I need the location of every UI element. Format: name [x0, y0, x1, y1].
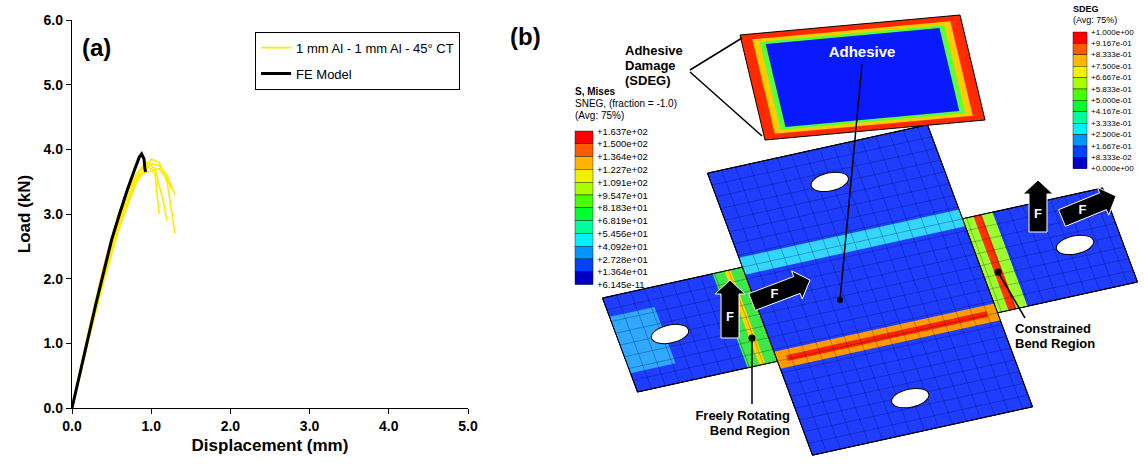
svg-text:+1.500e+02: +1.500e+02 [597, 138, 648, 149]
svg-text:4.0: 4.0 [379, 418, 399, 434]
svg-text:6.0: 6.0 [44, 12, 64, 28]
svg-text:+2.500e-01: +2.500e-01 [1091, 130, 1132, 139]
svg-text:+5.000e-01: +5.000e-01 [1091, 96, 1132, 105]
svg-text:S, Mises: S, Mises [575, 86, 615, 97]
svg-text:+5.456e+01: +5.456e+01 [597, 228, 648, 239]
svg-text:+1.364e+02: +1.364e+02 [597, 151, 648, 162]
svg-text:1 mm Al - 1 mm Al - 45° CT: 1 mm Al - 1 mm Al - 45° CT [296, 41, 454, 56]
svg-text:+0.000e+00: +0.000e+00 [1091, 164, 1134, 173]
svg-text:(b): (b) [510, 23, 541, 50]
svg-text:+1.000e+00: +1.000e+00 [1091, 28, 1134, 37]
svg-text:+8.183e+01: +8.183e+01 [597, 202, 648, 213]
svg-text:+8.333e-02: +8.333e-02 [1091, 153, 1132, 162]
svg-text:0.0: 0.0 [44, 400, 64, 416]
svg-text:3.0: 3.0 [300, 418, 320, 434]
svg-text:+4.167e-01: +4.167e-01 [1091, 107, 1132, 116]
svg-text:+8.333e-01: +8.333e-01 [1091, 50, 1132, 59]
svg-text:Adhesive: Adhesive [625, 43, 683, 58]
svg-text:0.0: 0.0 [62, 418, 82, 434]
svg-text:+6.145e-11: +6.145e-11 [597, 279, 645, 290]
svg-text:Constrained: Constrained [1015, 321, 1091, 336]
svg-text:2.0: 2.0 [44, 271, 64, 287]
svg-text:+1.637e+02: +1.637e+02 [597, 126, 648, 137]
svg-text:Bend Region: Bend Region [1015, 336, 1095, 351]
svg-text:F: F [770, 286, 778, 301]
svg-text:+1.364e+01: +1.364e+01 [597, 266, 648, 277]
svg-text:+3.333e-01: +3.333e-01 [1091, 119, 1132, 128]
svg-text:+1.667e-01: +1.667e-01 [1091, 142, 1132, 151]
svg-text:SNEG, (fraction = -1.0): SNEG, (fraction = -1.0) [575, 98, 677, 109]
svg-text:F: F [726, 309, 734, 324]
svg-text:Adhesive: Adhesive [829, 43, 896, 60]
svg-text:+4.092e+01: +4.092e+01 [597, 241, 648, 252]
svg-text:Displacement (mm): Displacement (mm) [192, 436, 349, 455]
svg-text:5.0: 5.0 [44, 77, 64, 93]
svg-text:(Avg: 75%): (Avg: 75%) [1073, 15, 1117, 25]
svg-text:F: F [1079, 202, 1087, 217]
svg-text:+6.819e+01: +6.819e+01 [597, 215, 648, 226]
svg-text:(a): (a) [82, 34, 111, 61]
svg-text:+7.500e-01: +7.500e-01 [1091, 62, 1132, 71]
svg-text:+9.167e-01: +9.167e-01 [1091, 39, 1132, 48]
svg-text:+2.728e+01: +2.728e+01 [597, 254, 648, 265]
svg-text:Bend Region: Bend Region [710, 423, 790, 438]
svg-text:4.0: 4.0 [44, 141, 64, 157]
svg-text:Load (kN): Load (kN) [15, 175, 34, 253]
svg-text:+9.547e+01: +9.547e+01 [597, 190, 648, 201]
svg-text:F: F [1034, 206, 1042, 221]
svg-text:+1.091e+02: +1.091e+02 [597, 177, 648, 188]
svg-text:+5.833e-01: +5.833e-01 [1091, 85, 1132, 94]
svg-text:+6.667e-01: +6.667e-01 [1091, 73, 1132, 82]
svg-text:Damage: Damage [625, 58, 676, 73]
svg-text:2.0: 2.0 [221, 418, 241, 434]
svg-text:Freely Rotating: Freely Rotating [695, 408, 790, 423]
svg-text:(SDEG): (SDEG) [625, 73, 671, 88]
svg-text:+1.227e+02: +1.227e+02 [597, 164, 648, 175]
svg-text:FE Model: FE Model [296, 67, 352, 82]
svg-text:(Avg: 75%): (Avg: 75%) [575, 110, 624, 121]
svg-text:1.0: 1.0 [141, 418, 161, 434]
svg-text:5.0: 5.0 [458, 418, 478, 434]
svg-text:SDEG: SDEG [1073, 4, 1099, 14]
svg-text:3.0: 3.0 [44, 206, 64, 222]
svg-text:1.0: 1.0 [44, 335, 64, 351]
